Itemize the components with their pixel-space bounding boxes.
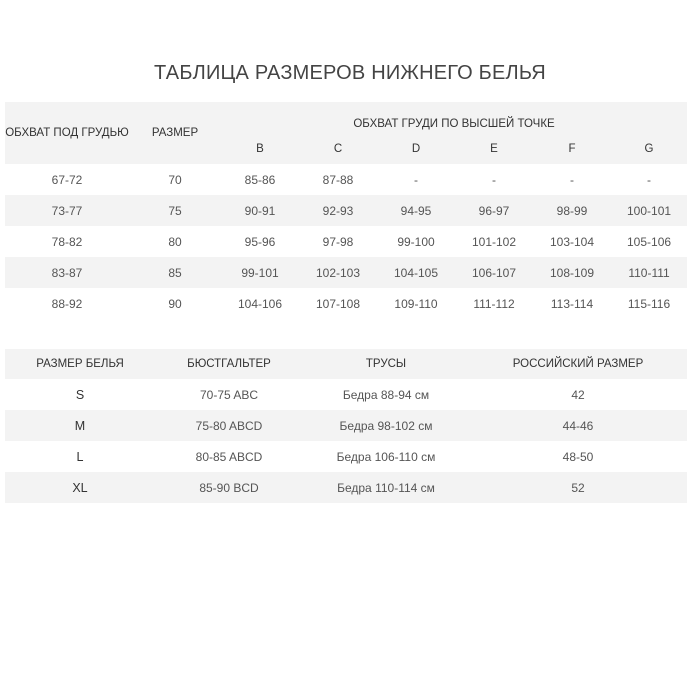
table-row: 73-77 75 90-91 92-93 94-95 96-97 98-99 100-101 bbox=[5, 195, 688, 226]
table-cell: XL bbox=[5, 472, 155, 503]
table-cell: 97-98 bbox=[322, 234, 354, 249]
table-cell: - bbox=[570, 172, 574, 187]
table-row: 83-87 85 99-101 102-103 104-105 106-107 108-10… bbox=[5, 257, 688, 288]
column-header: ТРУСЫ bbox=[303, 349, 469, 379]
table-cell: 87-88 bbox=[322, 172, 354, 187]
table-cell: S bbox=[75, 387, 85, 402]
table-cell: 75-80 ABCD bbox=[155, 410, 303, 441]
table-cell: - bbox=[414, 172, 418, 187]
table-cell: 115-116 bbox=[627, 296, 671, 311]
table-cell: 96-97 bbox=[455, 195, 533, 226]
table-cell: 90 bbox=[168, 296, 182, 311]
table-cell: 88-92 bbox=[51, 296, 83, 311]
table-cell: 85-90 BCD bbox=[155, 472, 303, 503]
table-cell: 103-104 bbox=[549, 234, 595, 249]
table-cell: Бедра 110-114 см bbox=[303, 472, 469, 503]
table-cell: 75 bbox=[129, 195, 221, 226]
table-cell: 80-85 ABCD bbox=[195, 449, 263, 464]
table-cell: - bbox=[492, 172, 496, 187]
table-cell: 85-86 bbox=[244, 172, 276, 187]
header-cup-e: E bbox=[455, 134, 533, 164]
header-underbust: ОБХВАТ ПОД ГРУДЬЮ bbox=[5, 102, 129, 164]
table-cell: 98-99 bbox=[533, 195, 611, 226]
header-cup-f: F bbox=[533, 134, 611, 164]
column-header: БЮСТГАЛЬТЕР bbox=[155, 349, 303, 379]
table-cell: 100-101 bbox=[611, 195, 688, 226]
table-row: 67-72 70 85-86 87-88 - - - - bbox=[5, 164, 687, 195]
table-cell: 99-101 bbox=[221, 257, 299, 288]
header-cup-b: B bbox=[221, 134, 299, 164]
table-cell: 73-77 bbox=[5, 195, 129, 226]
table-row: L 80-85 ABCD Бедра 106-110 см 48-50 bbox=[5, 441, 687, 472]
table-row: 88-92 90 104-106 107-108 109-110 111-112 113-1… bbox=[5, 288, 687, 319]
table-cell: 80 bbox=[168, 234, 182, 249]
table-cell: 109-110 bbox=[394, 296, 438, 311]
bra-size-table: ОБХВАТ ПОД ГРУДЬЮ РАЗМЕР ОБХВАТ ГРУДИ ПО… bbox=[5, 102, 688, 319]
table-cell: 94-95 bbox=[377, 195, 455, 226]
page-title: ТАБЛИЦА РАЗМЕРОВ НИЖНЕГО БЕЛЬЯ bbox=[154, 62, 546, 84]
table-row: XL 85-90 BCD Бедра 110-114 см 52 bbox=[5, 472, 687, 503]
column-header: РОССИЙСКИЙ РАЗМЕР bbox=[469, 349, 687, 379]
table-cell: 107-108 bbox=[315, 296, 361, 311]
table-cell: 104-106 bbox=[237, 296, 283, 311]
table-cell: 85 bbox=[129, 257, 221, 288]
table-cell: 99-100 bbox=[397, 234, 435, 249]
table-row: 78-82 80 95-96 97-98 99-100 101-102 103-104 105… bbox=[5, 226, 687, 257]
table-cell: 110-111 bbox=[611, 257, 688, 288]
table-cell: L bbox=[76, 449, 84, 464]
table-cell: 106-107 bbox=[455, 257, 533, 288]
table-cell: 42 bbox=[571, 387, 585, 402]
table-cell: 105-106 bbox=[627, 234, 672, 249]
table-row: M 75-80 ABCD Бедра 98-102 см 44-46 bbox=[5, 410, 687, 441]
table-cell: Бедра 106-110 см bbox=[336, 449, 436, 464]
table-cell: M bbox=[5, 410, 155, 441]
column-header: РАЗМЕР БЕЛЬЯ bbox=[5, 349, 155, 379]
table-cell: 67-72 bbox=[51, 172, 83, 187]
header-cup-g: G bbox=[611, 134, 688, 164]
table-cell: 70 bbox=[168, 172, 182, 187]
table-cell: 108-109 bbox=[533, 257, 611, 288]
table-cell: 70-75 ABC bbox=[199, 387, 259, 402]
table-cell: 104-105 bbox=[377, 257, 455, 288]
table-cell: 95-96 bbox=[244, 234, 276, 249]
table-cell: 113-114 bbox=[550, 296, 594, 311]
table-cell: 92-93 bbox=[299, 195, 377, 226]
table-cell: 48-50 bbox=[562, 449, 594, 464]
table-cell: 102-103 bbox=[299, 257, 377, 288]
header-cup-d: D bbox=[377, 134, 455, 164]
table-cell: 101-102 bbox=[471, 234, 517, 249]
table-cell: 83-87 bbox=[5, 257, 129, 288]
table-cell: 78-82 bbox=[51, 234, 83, 249]
lingerie-size-table: РАЗМЕР БЕЛЬЯ БЮСТГАЛЬТЕР ТРУСЫ РОССИЙСКИЙ Р… bbox=[5, 349, 687, 503]
table-cell: 111-112 bbox=[473, 296, 515, 311]
table-cell: - bbox=[647, 172, 652, 187]
table-cell: 90-91 bbox=[221, 195, 299, 226]
table-cell: Бедра 88-94 см bbox=[342, 387, 430, 402]
header-cup-c: C bbox=[299, 134, 377, 164]
table-row: S 70-75 ABC Бедра 88-94 см 42 bbox=[5, 379, 687, 410]
table-cell: 52 bbox=[469, 472, 687, 503]
table-cell: Бедра 98-102 см bbox=[303, 410, 469, 441]
table-cell: 44-46 bbox=[469, 410, 687, 441]
header-size: РАЗМЕР bbox=[129, 102, 221, 164]
header-bust-group: ОБХВАТ ГРУДИ ПО ВЫСШЕЙ ТОЧКЕ bbox=[221, 102, 688, 134]
